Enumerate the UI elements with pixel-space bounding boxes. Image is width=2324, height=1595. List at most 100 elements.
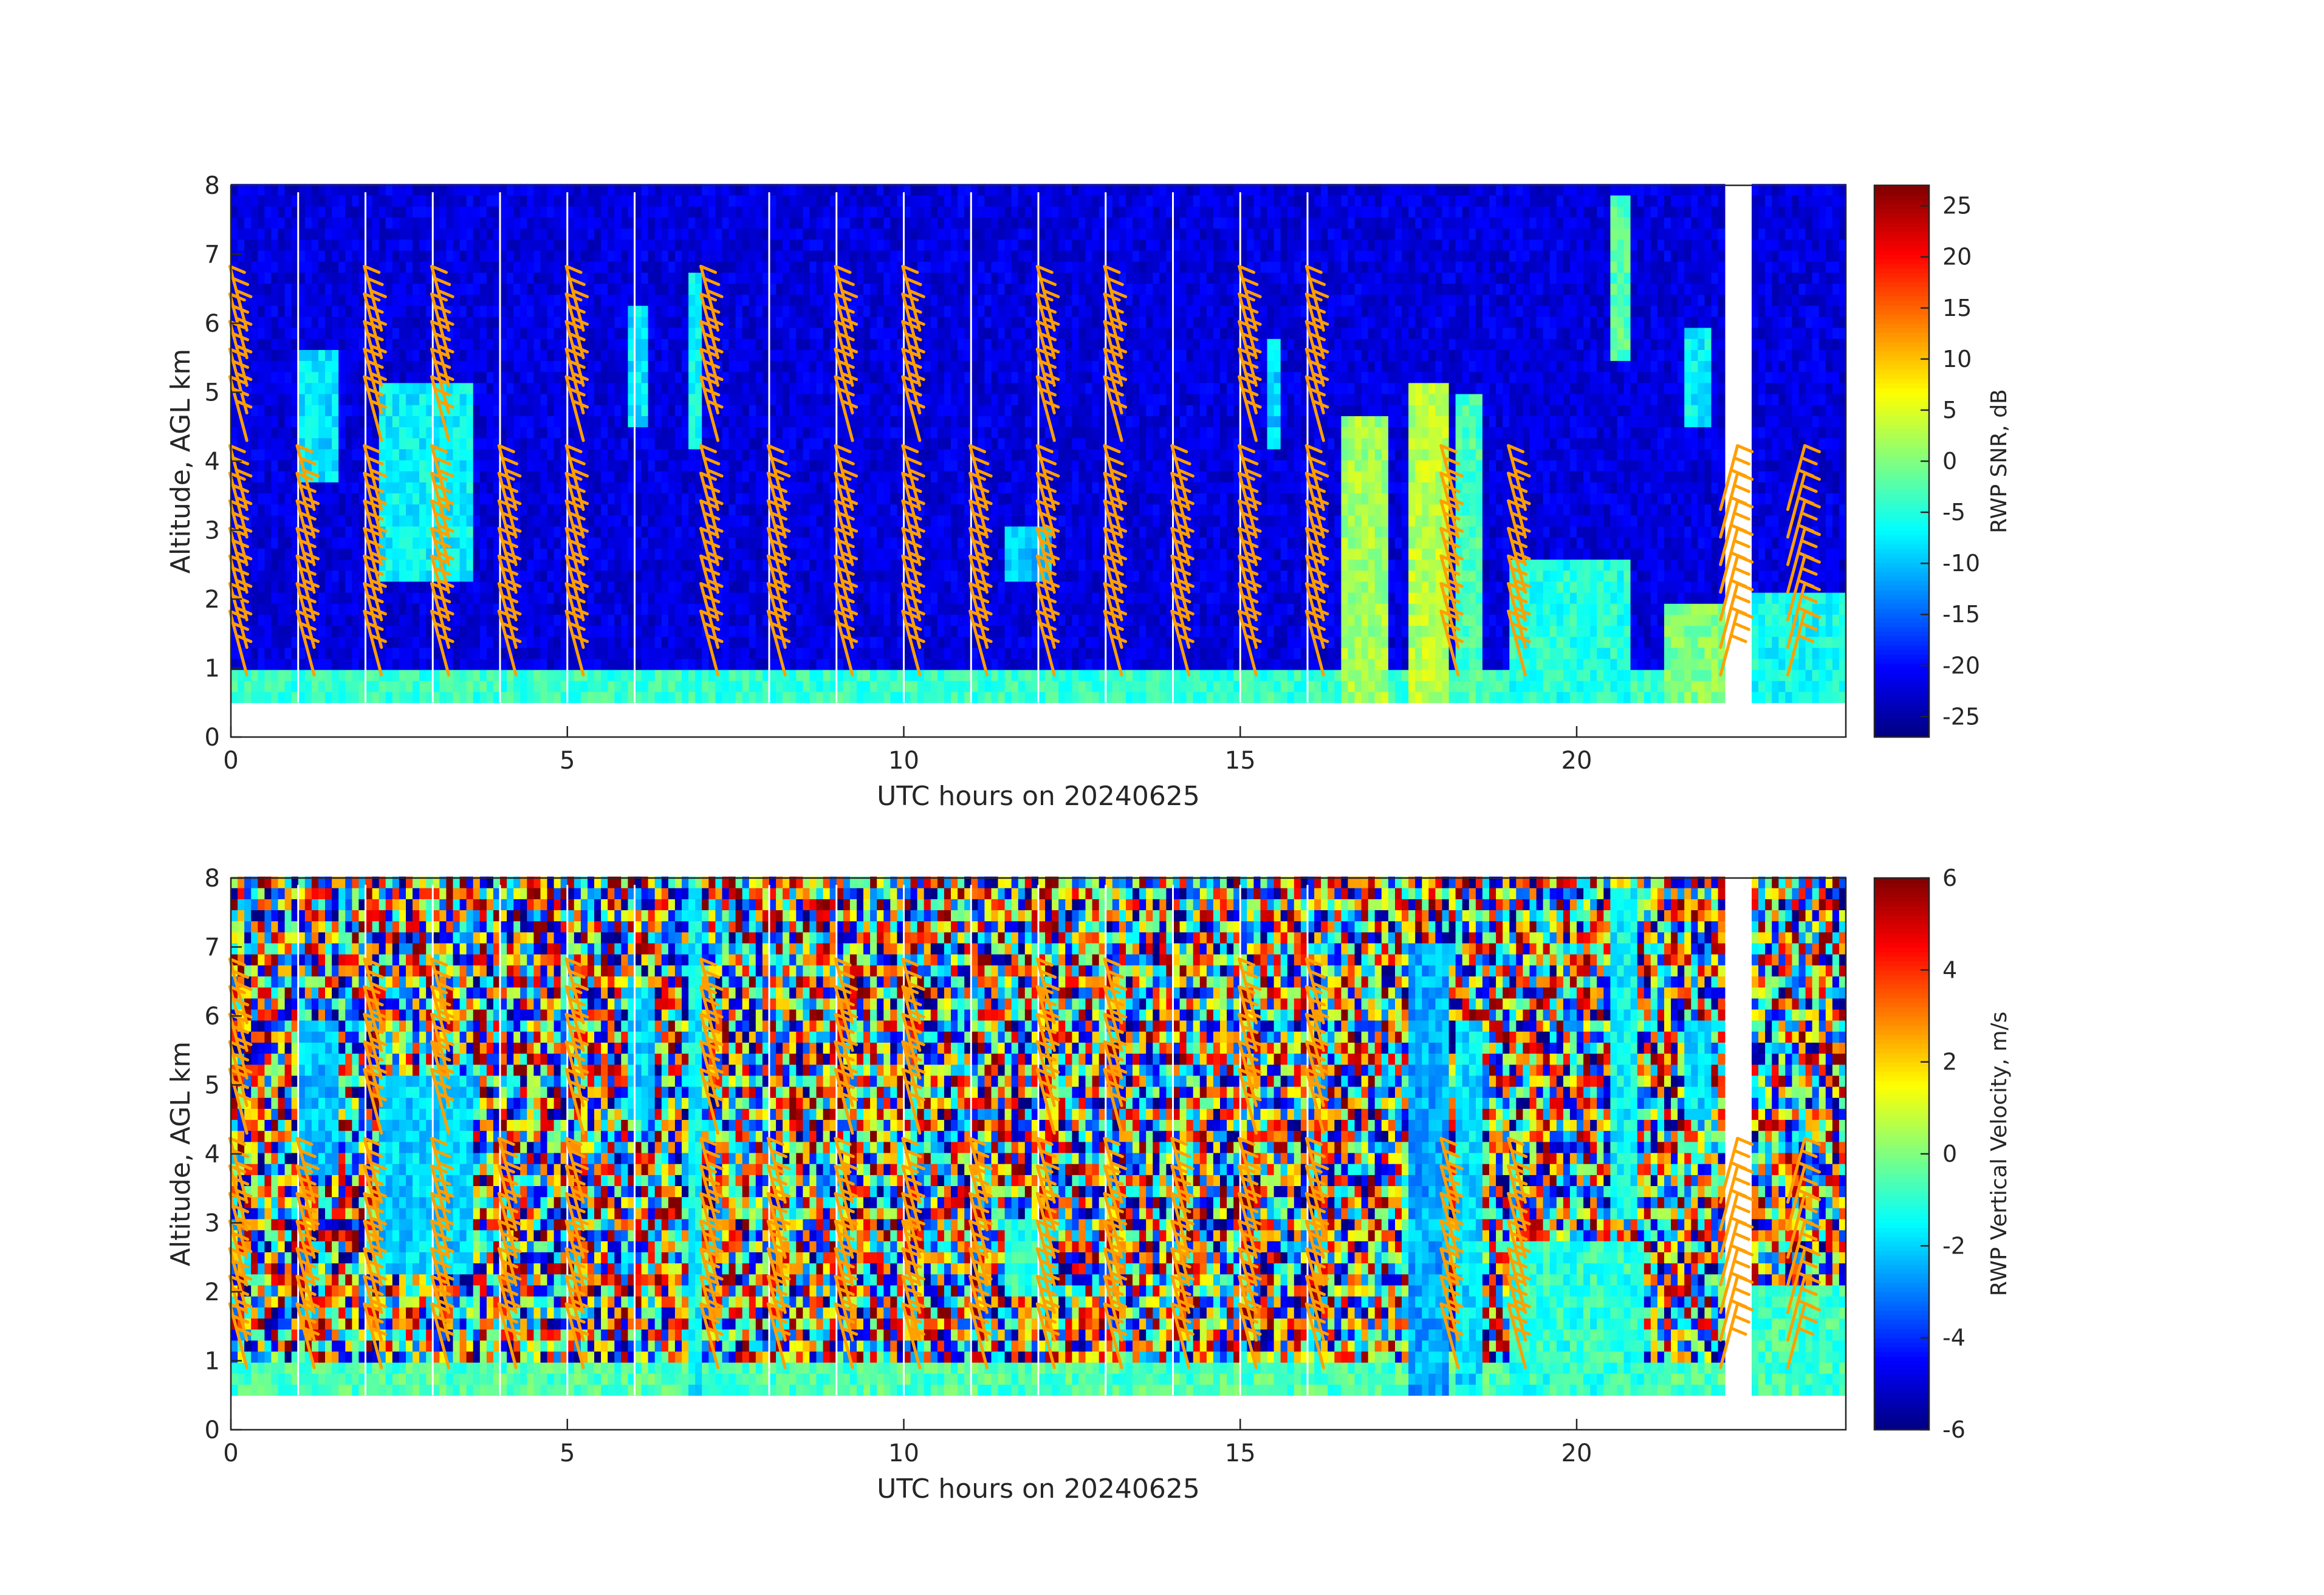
heatmap-cell (823, 681, 831, 692)
heatmap-cell (877, 681, 884, 692)
heatmap-cell (668, 272, 676, 284)
heatmap-cell (715, 261, 722, 273)
heatmap-cell (500, 338, 507, 350)
heatmap-cell (809, 493, 817, 504)
heatmap-cell (823, 383, 831, 394)
heatmap-cell (675, 636, 682, 648)
heatmap-cell (533, 338, 541, 350)
heatmap-cell (588, 691, 595, 703)
heatmap-cell (386, 394, 393, 405)
heatmap-cell (648, 328, 656, 339)
heatmap-cell (675, 449, 682, 461)
heatmap-cell (574, 437, 581, 449)
heatmap-cell (527, 416, 534, 427)
heatmap-cell (642, 427, 649, 438)
heatmap-cell (520, 449, 527, 461)
heatmap-cell (688, 537, 696, 549)
heatmap-cell (601, 283, 608, 295)
heatmap-cell (621, 360, 628, 372)
heatmap-cell (473, 437, 481, 449)
heatmap-cell (655, 681, 662, 692)
heatmap-cell (554, 272, 561, 284)
heatmap-cell (264, 625, 272, 637)
heatmap-cell (460, 515, 467, 527)
heatmap-cell (863, 482, 871, 493)
heatmap-cell (635, 493, 642, 504)
heatmap-cell (271, 504, 278, 515)
heatmap-cell (796, 317, 803, 328)
heatmap-cell (332, 394, 339, 405)
heatmap-cell (904, 416, 911, 427)
heatmap-cell (547, 581, 555, 593)
heatmap-cell (453, 261, 461, 273)
heatmap-cell (682, 416, 689, 427)
heatmap-cell (520, 405, 527, 416)
heatmap-cell (594, 559, 602, 571)
heatmap-cell (883, 261, 891, 273)
heatmap-cell (312, 371, 319, 383)
heatmap-cell (345, 548, 352, 560)
heatmap-cell (708, 206, 716, 218)
heatmap-cell (809, 228, 817, 239)
heatmap-cell (655, 250, 662, 262)
heatmap-cell (937, 504, 945, 515)
heatmap-cell (406, 360, 413, 372)
heatmap-cell (809, 328, 817, 339)
heatmap-cell (803, 217, 810, 228)
heatmap-cell (789, 206, 797, 218)
heatmap-cell (776, 338, 783, 350)
heatmap-cell (507, 261, 514, 273)
heatmap-cell (338, 691, 346, 703)
heatmap-cell (668, 526, 676, 538)
heatmap-cell (345, 471, 352, 482)
heatmap-cell (298, 394, 306, 405)
heatmap-cell (729, 471, 736, 482)
heatmap-cell (406, 349, 413, 361)
heatmap-cell (480, 636, 487, 648)
heatmap-cell (588, 437, 595, 449)
heatmap-cell (500, 228, 507, 239)
heatmap-cell (803, 659, 810, 670)
heatmap-cell (870, 449, 877, 461)
heatmap-cell (648, 437, 656, 449)
heatmap-cell (817, 283, 824, 295)
heatmap-cell (688, 614, 696, 626)
heatmap-cell (608, 360, 615, 372)
heatmap-cell (803, 691, 810, 703)
heatmap-cell (776, 261, 783, 273)
heatmap-cell (318, 493, 326, 504)
heatmap-cell (635, 437, 642, 449)
heatmap-cell (271, 592, 278, 604)
heatmap-cell (621, 338, 628, 350)
heatmap-cell (843, 228, 851, 239)
heatmap-cell (399, 515, 406, 527)
heatmap-cell (419, 691, 427, 703)
heatmap-cell (305, 261, 312, 273)
heatmap-cell (338, 625, 346, 637)
heatmap-cell (487, 394, 494, 405)
heatmap-cell (944, 581, 951, 593)
heatmap-cell (911, 239, 918, 251)
heatmap-cell (547, 603, 555, 615)
heatmap-cell (675, 691, 682, 703)
heatmap-cell (264, 228, 272, 239)
heatmap-cell (298, 250, 306, 262)
heatmap-cell (655, 625, 662, 637)
heatmap-cell (453, 437, 461, 449)
heatmap-cell (809, 272, 817, 284)
heatmap-cell (729, 625, 736, 637)
heatmap-cell (258, 416, 265, 427)
heatmap-cell (527, 493, 534, 504)
heatmap-cell (729, 261, 736, 273)
heatmap-cell (783, 416, 790, 427)
heatmap-cell (520, 670, 527, 681)
heatmap-cell (635, 449, 642, 461)
heatmap-cell (911, 228, 918, 239)
heatmap-cell (870, 670, 877, 681)
heatmap-cell (688, 283, 696, 295)
heatmap-cell (742, 636, 750, 648)
heatmap-cell (271, 405, 278, 416)
heatmap-cell (635, 515, 642, 527)
heatmap-cell (244, 206, 252, 218)
heatmap-cell (937, 471, 945, 482)
